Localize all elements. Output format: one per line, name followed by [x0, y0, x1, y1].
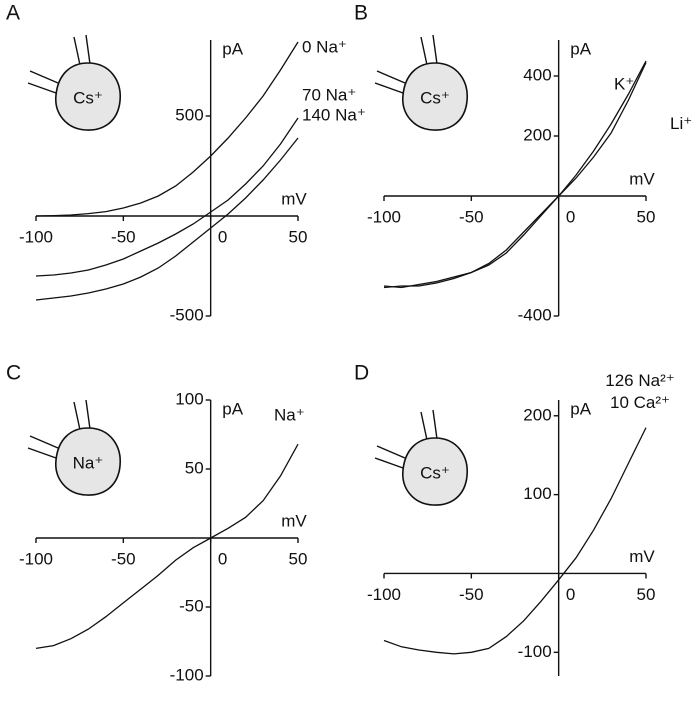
x-tick-label: 50	[637, 585, 656, 604]
y-axis-label: pA	[222, 39, 243, 58]
x-tick-label: -50	[111, 227, 136, 246]
cell-body	[402, 437, 468, 506]
x-tick-label: 0	[218, 227, 227, 246]
series-label: 126 Na²⁺	[605, 371, 674, 390]
series-label: 10 Ca²⁺	[610, 393, 670, 412]
x-tick-label: -50	[459, 585, 484, 604]
cell-label: Na⁺	[73, 453, 104, 472]
panel-letter: A	[6, 2, 20, 25]
cell-icon: Cs⁺	[27, 34, 121, 131]
iv-curve	[383, 62, 647, 289]
x-tick-label: -100	[367, 207, 401, 226]
x-tick-label: 50	[637, 207, 656, 226]
pipette	[27, 70, 59, 94]
cell-label: Cs⁺	[73, 88, 103, 107]
iv-curve	[35, 137, 299, 301]
cell-body	[402, 62, 468, 131]
y-tick-label: -500	[170, 305, 204, 324]
pipette	[374, 70, 406, 94]
y-tick-label: 100	[523, 484, 551, 503]
iv-curve	[35, 117, 299, 277]
pipette	[27, 435, 59, 459]
x-tick-label: 0	[566, 207, 575, 226]
y-axis-label: pA	[570, 39, 591, 58]
cell-icon: Cs⁺	[374, 34, 468, 131]
series-label: 140 Na⁺	[302, 105, 366, 124]
y-tick-label: -50	[179, 596, 204, 615]
iv-curve	[383, 60, 647, 289]
x-tick-label: -100	[367, 585, 401, 604]
x-tick-label: 0	[218, 549, 227, 568]
x-tick-label: -100	[19, 549, 53, 568]
cell-label: Cs⁺	[420, 88, 450, 107]
cell-body	[55, 62, 121, 131]
x-tick-label: 50	[289, 549, 308, 568]
series-label: Na⁺	[274, 406, 305, 425]
panel-letter: D	[354, 362, 369, 385]
pipette	[420, 409, 438, 441]
y-axis-label: pA	[222, 399, 243, 418]
x-axis-label: mV	[629, 169, 655, 188]
y-tick-label: 200	[523, 125, 551, 144]
series-label: 0 Na⁺	[302, 37, 347, 56]
y-tick-label: -100	[170, 665, 204, 684]
cell-icon: Cs⁺	[374, 409, 468, 506]
y-tick-label: 200	[523, 405, 551, 424]
pipette	[73, 399, 91, 431]
series-label: K⁺	[614, 74, 634, 93]
pipette	[73, 34, 91, 66]
cell-icon: Na⁺	[27, 399, 121, 496]
y-tick-label: 500	[175, 105, 203, 124]
panel-letter: C	[6, 362, 21, 385]
y-tick-label: 100	[175, 389, 203, 408]
cell-label: Cs⁺	[420, 463, 450, 482]
y-tick-label: 50	[185, 458, 204, 477]
x-tick-label: 0	[566, 585, 575, 604]
series-label: Li⁺	[670, 114, 692, 133]
x-tick-label: -100	[19, 227, 53, 246]
pipette	[420, 34, 438, 66]
y-tick-label: -400	[518, 305, 552, 324]
x-tick-label: 50	[289, 227, 308, 246]
x-axis-label: mV	[629, 547, 655, 566]
cell-body	[55, 427, 121, 496]
x-axis-label: mV	[281, 189, 307, 208]
series-label: 70 Na⁺	[302, 85, 356, 104]
y-tick-label: 400	[523, 65, 551, 84]
y-axis-label: pA	[570, 399, 591, 418]
iv-curve	[35, 41, 299, 217]
iv-curve	[383, 427, 647, 655]
x-tick-label: -50	[459, 207, 484, 226]
x-tick-label: -50	[111, 549, 136, 568]
y-tick-label: -100	[518, 642, 552, 661]
x-axis-label: mV	[281, 511, 307, 530]
panel-letter: B	[354, 2, 368, 25]
iv-curve	[35, 443, 299, 650]
pipette	[374, 445, 406, 469]
